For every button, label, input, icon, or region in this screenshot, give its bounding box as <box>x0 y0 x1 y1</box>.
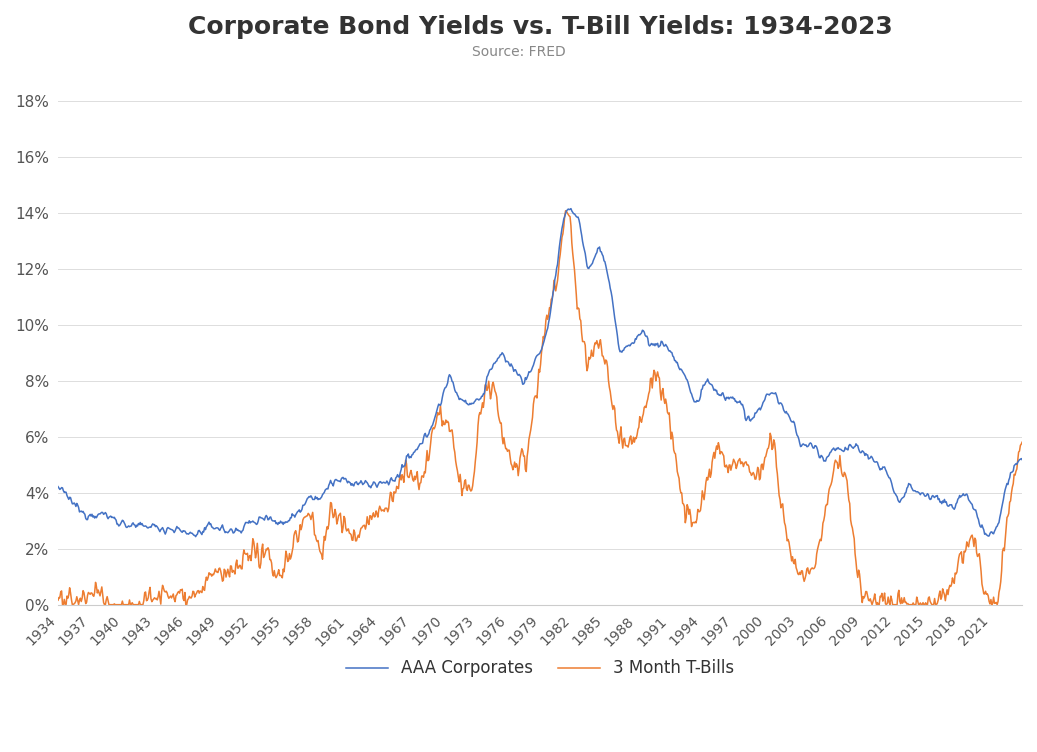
3 Month T-Bills <box>52 596 64 605</box>
3 Month T-Bills <box>551 281 563 290</box>
Line: AAA Corporates: AAA Corporates <box>58 208 1022 537</box>
3 Month T-Bills <box>1016 438 1029 447</box>
3 Month T-Bills <box>308 530 320 539</box>
AAA Corporates <box>52 482 64 491</box>
AAA Corporates <box>551 264 563 273</box>
3 Month T-Bills <box>955 547 968 556</box>
AAA Corporates <box>1016 455 1029 464</box>
3 Month T-Bills <box>559 206 571 215</box>
AAA Corporates <box>411 445 423 454</box>
3 Month T-Bills <box>57 600 69 609</box>
AAA Corporates <box>190 532 202 541</box>
3 Month T-Bills <box>751 469 763 478</box>
AAA Corporates <box>308 495 320 504</box>
3 Month T-Bills <box>411 467 423 476</box>
Legend: AAA Corporates, 3 Month T-Bills: AAA Corporates, 3 Month T-Bills <box>339 653 740 684</box>
AAA Corporates <box>955 492 968 501</box>
Line: 3 Month T-Bills: 3 Month T-Bills <box>58 211 1022 605</box>
AAA Corporates <box>565 204 578 213</box>
Title: Corporate Bond Yields vs. T-Bill Yields: 1934-2023: Corporate Bond Yields vs. T-Bill Yields:… <box>188 15 893 39</box>
3 Month T-Bills <box>178 588 191 597</box>
AAA Corporates <box>751 408 763 417</box>
Text: Source: FRED: Source: FRED <box>472 45 565 59</box>
AAA Corporates <box>177 526 190 535</box>
